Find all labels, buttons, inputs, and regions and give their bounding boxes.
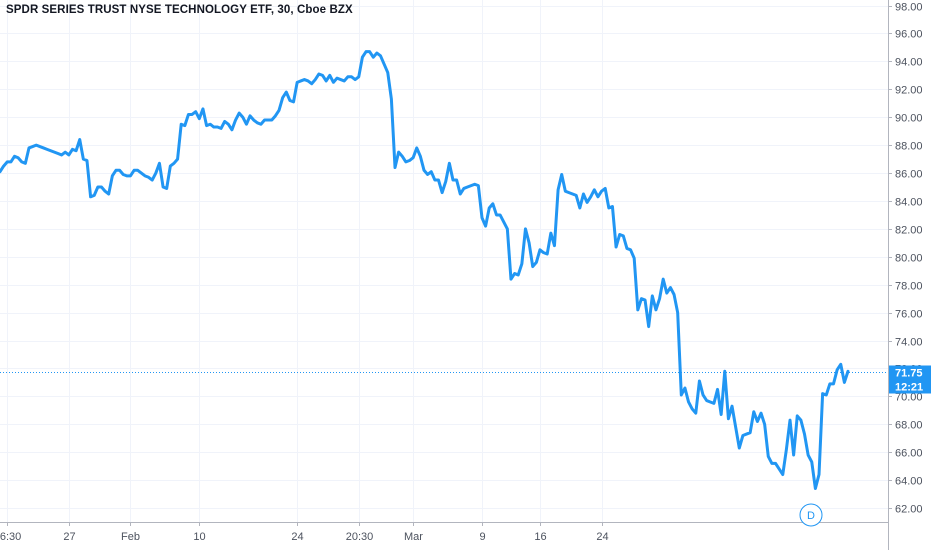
dividend-marker-label: D xyxy=(807,510,815,522)
y-tick-label: 64.00 xyxy=(895,476,923,488)
y-tick-label: 92.00 xyxy=(895,85,923,97)
y-tick-label: 66.00 xyxy=(895,448,923,460)
x-tick-label: 20:30 xyxy=(346,531,374,543)
x-tick-label: Mar xyxy=(404,531,423,543)
overlay-layer: 71.75 12:21 D xyxy=(0,365,931,527)
last-price-label: 71.75 xyxy=(895,368,923,380)
last-price-badge xyxy=(889,365,931,380)
x-tick-label: 16:30 xyxy=(0,531,21,543)
y-tick-label: 96.00 xyxy=(895,29,923,41)
symbol-title: SPDR SERIES TRUST NYSE TECHNOLOGY ETF, 3… xyxy=(6,4,353,16)
y-tick-label: 82.00 xyxy=(895,225,923,237)
y-tick-label: 68.00 xyxy=(895,420,923,432)
x-tick-label: 9 xyxy=(479,531,485,543)
x-tick-label: Feb xyxy=(121,531,140,543)
y-tick-label: 98.00 xyxy=(895,2,923,14)
y-tick-label: 76.00 xyxy=(895,309,923,321)
x-tick-label: 24 xyxy=(596,531,608,543)
dividend-marker xyxy=(799,503,823,527)
x-tick-label: 16 xyxy=(534,531,546,543)
y-tick-label: 84.00 xyxy=(895,197,923,209)
y-tick-label: 78.00 xyxy=(895,281,923,293)
countdown-label: 12:21 xyxy=(895,382,923,394)
y-tick-label: 86.00 xyxy=(895,169,923,181)
y-tick-label: 74.00 xyxy=(895,337,923,349)
series-layer xyxy=(0,50,850,490)
grid xyxy=(0,0,888,522)
countdown-badge xyxy=(889,379,931,394)
y-tick-label: 62.00 xyxy=(895,504,923,516)
y-tick-label: 94.00 xyxy=(895,57,923,69)
price-line xyxy=(0,50,850,490)
y-tick-label: 88.00 xyxy=(895,141,923,153)
x-tick-label: 27 xyxy=(63,531,75,543)
x-tick-label: 10 xyxy=(193,531,205,543)
y-tick-label: 70.00 xyxy=(895,392,923,404)
y-tick-label: 90.00 xyxy=(895,113,923,125)
x-tick-label: 24 xyxy=(291,531,303,543)
y-tick-label: 80.00 xyxy=(895,253,923,265)
